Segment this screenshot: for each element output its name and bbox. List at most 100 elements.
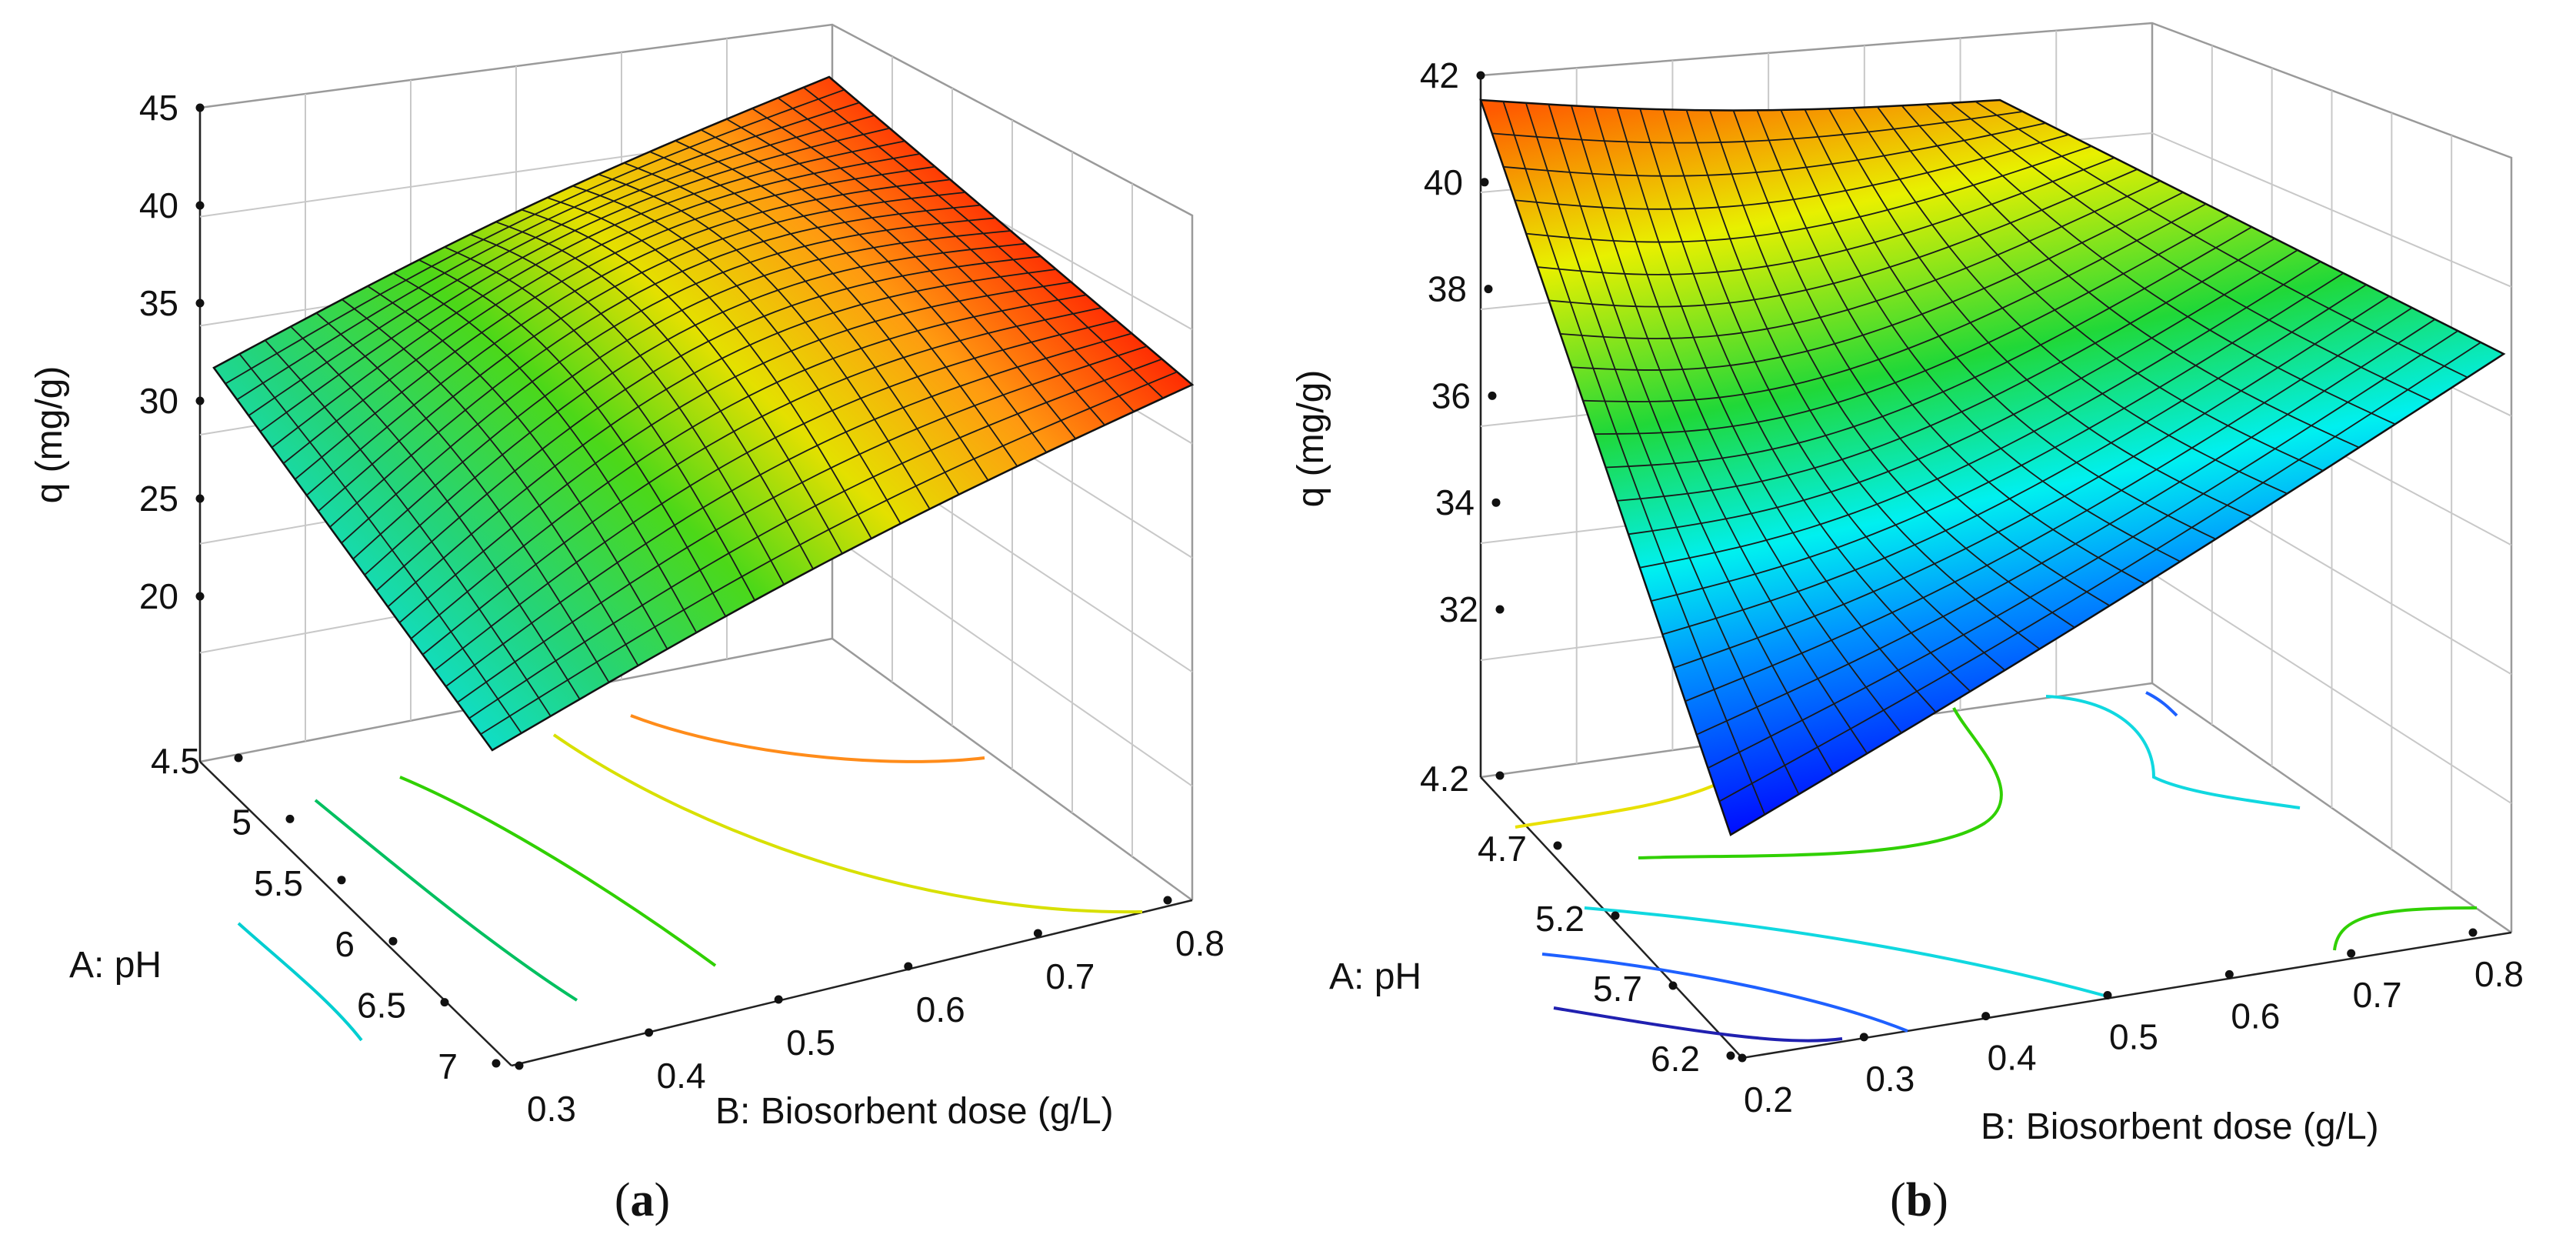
panel-b-surface-mesh-line <box>1685 307 2413 702</box>
panel-a-x-tick-label: 6 <box>335 924 355 964</box>
panel-b-z-tick-dot <box>1476 71 1485 80</box>
panel-a-y-tick-dot <box>645 1028 654 1037</box>
panel-a-x-tick-label: 4.5 <box>151 741 200 781</box>
panel-b-x-tick-dot <box>1726 1051 1735 1060</box>
panel-b-y-tick-label: 0.5 <box>2109 1017 2158 1057</box>
panel-b-x-tick-dot <box>1495 771 1505 780</box>
panel-a-y-tick-dot <box>1163 896 1172 905</box>
panel-a-y-tick-label: 0.5 <box>786 1023 835 1063</box>
panel-b-contour-lines <box>1515 691 2478 1043</box>
panel-b-contour <box>1541 953 1908 1033</box>
panel-b-y-tick-label: 0.2 <box>1744 1079 1793 1120</box>
panel-b-letter: b <box>1906 1174 1932 1226</box>
panel-b-surface-mesh-line <box>1662 284 2367 636</box>
panel-a-y-tick-label: 0.7 <box>1045 956 1095 996</box>
panel-a-chart: 20 25 30 35 40 45 4.5 55.5 66.5 7 0.3 0.4 0.5 0.6 0.7 0… <box>29 23 1225 1226</box>
panel-b-surface-mesh-line <box>1718 342 2481 803</box>
panel-b-surface-mesh-line <box>1925 103 2396 425</box>
panel-a-surface <box>212 75 1195 752</box>
panel-b-surface <box>1479 98 2506 836</box>
panel-b-y-tick-dot <box>2224 969 2234 979</box>
panel-a-surface-mesh-line <box>480 371 1178 736</box>
panel-b-contour <box>2145 691 2178 717</box>
panel-b-y-tick-label: 0.6 <box>2231 996 2280 1036</box>
panel-b-y-tick-dot <box>2347 949 2356 958</box>
panel-b-chart: 32 34 36 38 40 42 4.24.75.25.76.2 0.2 0.3 0.4 0.5 0… <box>1291 22 2524 1226</box>
panel-b-z-tick-label: 34 <box>1435 482 1475 522</box>
panel-b-y-tick-label: 0.7 <box>2353 975 2402 1015</box>
panel-b-surface-mesh-line <box>1828 108 2252 518</box>
panel-a-x-tick-label: 5.5 <box>254 863 303 903</box>
panel-a-z-tick-label: 30 <box>139 381 178 421</box>
panel-a-z-tick-dot <box>195 396 205 405</box>
panel-b-z-axis-label: q (mg/g) <box>1291 370 1331 508</box>
panel-b-y-tick-dot <box>1738 1053 1747 1063</box>
panel-a-y-axis-label: B: Biosorbent dose (g/L) <box>715 1091 1114 1132</box>
panel-a-x-tick-dot <box>388 936 398 946</box>
panel-b-surface-fill <box>1479 98 2506 836</box>
panel-b-surface-mesh-line <box>1780 109 2181 562</box>
panel-b-y-tick-dot <box>2103 991 2112 999</box>
panel-a-z-tick-dot <box>195 103 205 112</box>
panel-a-z-tick-label: 40 <box>139 185 178 225</box>
panel-b-x-tick-label: 5.7 <box>1593 969 1642 1009</box>
panel-b-z-tick-label: 32 <box>1439 589 1478 629</box>
panel-b-z-tick-dot <box>1491 498 1501 507</box>
panel-a-x-tick-label: 6.5 <box>357 986 406 1026</box>
panel-a-surface-mesh-line <box>445 332 1132 687</box>
panel-a-z-tick-dot <box>195 299 205 308</box>
panel-b-surface-mesh-line <box>1901 105 2360 449</box>
panel-a-z-axis-label: q (mg/g) <box>29 366 70 504</box>
panel-b-surface-mesh-line <box>1673 295 2390 669</box>
panel-b-x-tick-dot <box>1553 841 1562 850</box>
panel-a-z-tick-dot <box>195 494 205 503</box>
panel-a-y-tick-label: 0.8 <box>1175 923 1225 963</box>
panel-a-contour <box>552 733 1143 914</box>
panel-a-surface-mesh-line <box>468 358 1162 719</box>
panel-a-label: (a) <box>615 1174 670 1226</box>
panel-b-surface-mesh-line <box>1696 319 2436 736</box>
panel-a-surface-mesh-line <box>457 345 1148 703</box>
panel-b-surface-mesh-line <box>1950 102 2432 402</box>
panel-b-z-tick-dot <box>1480 178 1489 187</box>
panel-a-surface-mesh-line <box>803 86 1164 399</box>
panel-b-y-tick-dot <box>2468 928 2478 937</box>
panel-a-x-tick-dot <box>234 753 243 762</box>
panel-a-surface-mesh-line <box>777 97 1135 412</box>
panel-a-x-tick-label: 5 <box>232 802 252 842</box>
panel-b-y-tick-dot <box>1981 1012 1991 1021</box>
panel-a-z-tick-label: 25 <box>139 479 178 519</box>
panel-a-x-tick-dot <box>492 1059 501 1068</box>
panel-b-surface-mesh-line <box>1756 109 2145 585</box>
panel-b-contour <box>1638 707 2003 859</box>
panel-a-y-tick-label: 0.6 <box>916 989 965 1029</box>
panel-a-y-tick-dot <box>515 1061 524 1070</box>
panel-a-x-tick-dot <box>440 998 449 1007</box>
panel-b-x-tick-label: 4.2 <box>1420 759 1469 799</box>
panel-a-z-tick-label: 45 <box>139 88 178 128</box>
panel-b-contour <box>1553 1006 1843 1043</box>
panel-b-surface-mesh-line <box>1617 238 2275 502</box>
panel-b-surface-mesh-line <box>1876 106 2324 472</box>
panel-b-contour <box>2045 695 2301 809</box>
panel-a-y-tick-dot <box>774 995 783 1004</box>
panel-b-surface-mesh-line <box>1639 261 2321 569</box>
panel-a-contour <box>314 799 578 1002</box>
panel-b-x-tick-label: 6.2 <box>1651 1039 1700 1079</box>
panel-b-z-tick-label: 42 <box>1420 55 1459 95</box>
panel-a-y-tick-label: 0.4 <box>657 1056 706 1096</box>
panel-b-z-tick-dot <box>1495 605 1505 614</box>
panel-b-y-tick-label: 0.3 <box>1865 1059 1915 1099</box>
panel-a-x-tick-dot <box>337 876 346 885</box>
panel-a-z-tick-dot <box>195 592 205 601</box>
panel-a-contour <box>237 922 363 1042</box>
panel-b-y-axis-label: B: Biosorbent dose (g/L) <box>1981 1106 2379 1147</box>
panel-b-contour <box>1515 783 1716 829</box>
panel-a-z-tick-label: 35 <box>139 283 178 323</box>
panel-b-x-tick-label: 4.7 <box>1478 829 1527 869</box>
panel-b-x-tick-label: 5.2 <box>1535 899 1585 939</box>
panel-b-surface-mesh-line <box>1852 107 2288 495</box>
panel-b-surface-mesh-line <box>1708 330 2458 769</box>
panel-b-surface-mesh-line <box>1974 101 2468 379</box>
